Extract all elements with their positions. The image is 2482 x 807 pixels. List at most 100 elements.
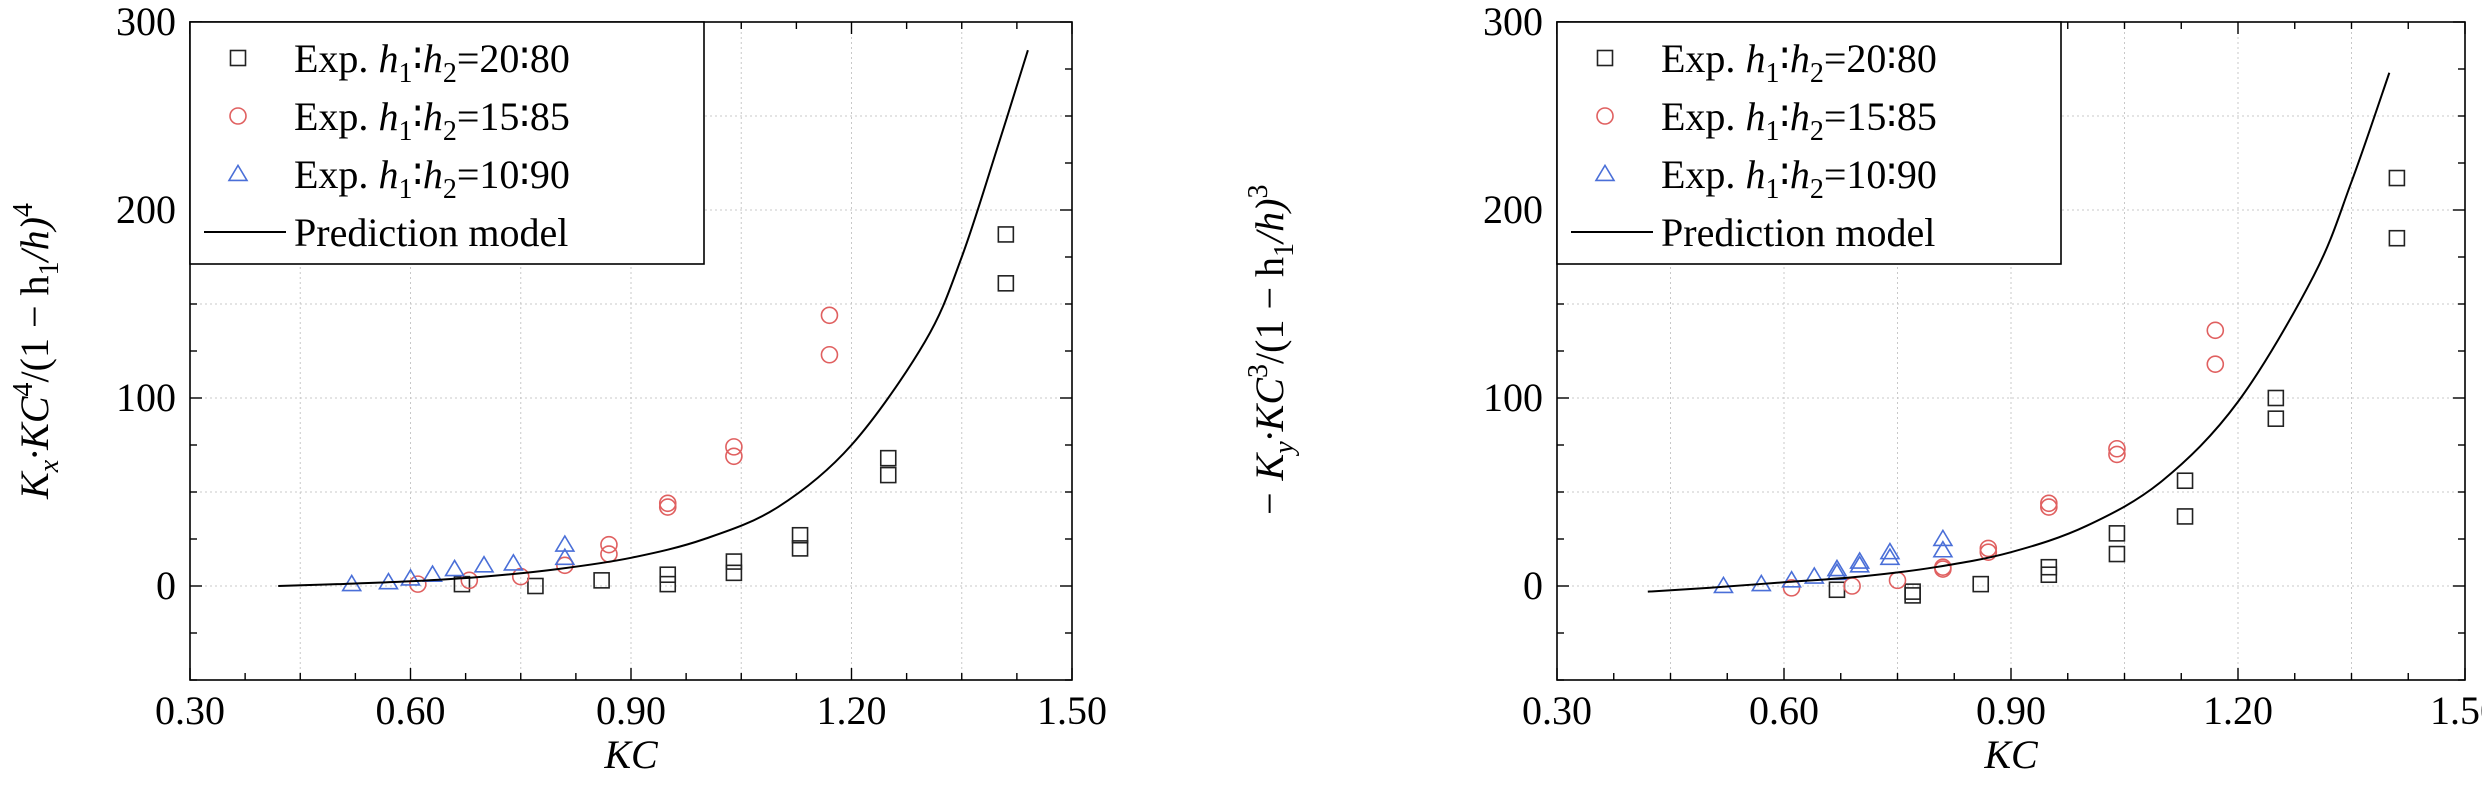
- y-axis-label-part: /h): [1247, 199, 1292, 245]
- y-axis-label-part: 4: [8, 203, 39, 217]
- legend-label: Exp. h1∶h2=15∶85: [294, 94, 570, 147]
- legend-subscript: 1: [398, 174, 412, 205]
- y-axis-label-part: 1: [34, 261, 65, 275]
- data-point-circle: [2206, 321, 2225, 340]
- data-point-triangle: [1849, 555, 1871, 573]
- data-point-circle: [658, 494, 677, 513]
- legend-text: h: [378, 36, 398, 81]
- data-point-circle: [1979, 543, 1998, 561]
- legend-text: ∶: [1779, 36, 1789, 81]
- x-axis-label: KC: [1983, 732, 2039, 777]
- legend-label: Exp. h1∶h2=20∶80: [1661, 36, 1937, 89]
- y-tick-label: 0: [1523, 563, 1543, 608]
- x-tick-label: 0.90: [1976, 688, 2046, 733]
- y-axis-label-part: x: [34, 459, 65, 473]
- data-point-triangle: [1826, 558, 1848, 577]
- y-axis-label-part: 3: [1243, 364, 1274, 378]
- data-point-square: [2108, 525, 2126, 542]
- legend-subscript: 2: [1810, 116, 1824, 147]
- legend-text: Exp.: [1661, 152, 1745, 197]
- y-axis-label-part: − K: [1247, 451, 1292, 517]
- data-point-square: [1828, 581, 1846, 599]
- x-tick-label: 0.60: [1749, 688, 1819, 733]
- data-point-square: [791, 540, 809, 557]
- y-tick-label: 300: [1483, 0, 1543, 44]
- data-point-triangle: [1932, 540, 1954, 558]
- data-point-triangle: [400, 568, 421, 586]
- data-point-circle: [2108, 445, 2126, 464]
- y-axis-label-part: ·KC: [12, 395, 57, 460]
- legend-label: Exp. h1∶h2=10∶90: [294, 152, 570, 205]
- chart-panel-left: 0.30 0.60 0.90 1.20 1.50 0 100 200 300 KC Kx·KC4/(…: [8, 0, 1107, 777]
- data-point-triangle: [554, 547, 576, 566]
- y-axis-label-part: 4: [8, 382, 39, 396]
- prediction-model-line: [1647, 72, 2391, 593]
- y-tick-label: 300: [116, 0, 176, 44]
- legend-text: ∶: [412, 152, 422, 197]
- prediction-model-line: [278, 49, 1029, 587]
- data-point-square: [2388, 229, 2406, 247]
- data-point-square: [997, 226, 1015, 243]
- legend-box: [189, 21, 705, 265]
- data-point-square: [879, 466, 897, 484]
- legend-marker-triangle: [1594, 163, 1616, 182]
- y-tick-label: 200: [1483, 187, 1543, 232]
- legend-text: ∶: [1779, 94, 1789, 139]
- data-point-circle: [658, 498, 677, 516]
- legend-text: =15∶85: [457, 94, 570, 139]
- y-axis-label-part: ·KC: [1247, 377, 1292, 442]
- data-point-circle: [1782, 579, 1801, 597]
- data-point-triangle: [502, 553, 524, 571]
- legend-box: [1556, 21, 2062, 265]
- data-point-square: [2267, 389, 2285, 407]
- y-axis-label-part: 1: [1269, 243, 1300, 257]
- legend-text: h: [1745, 36, 1765, 81]
- data-point-circle: [2040, 498, 2058, 516]
- data-point-circle: [1979, 539, 1998, 558]
- data-point-circle: [556, 556, 574, 575]
- legend-marker-square: [229, 49, 247, 67]
- legend-text: h: [1745, 152, 1765, 197]
- legend-text: h: [1790, 36, 1810, 81]
- x-tick-label: 1.20: [2203, 688, 2273, 733]
- legend-text: ∶: [412, 36, 422, 81]
- legend-label: Prediction model: [294, 210, 568, 255]
- x-tick-label: 0.90: [596, 688, 666, 733]
- legend-marker-circle: [1596, 107, 1614, 125]
- legend-marker-square: [1596, 49, 1614, 67]
- data-point-square: [527, 577, 544, 595]
- series-circle: [409, 306, 839, 593]
- data-point-triangle: [1781, 570, 1802, 588]
- legend-text: h: [1745, 94, 1765, 139]
- legend-label: Exp. h1∶h2=10∶90: [1661, 152, 1937, 205]
- data-point-circle: [460, 571, 479, 590]
- data-point-circle: [409, 575, 427, 593]
- legend-text: h: [1790, 152, 1810, 197]
- legend-subscript: 1: [1765, 116, 1779, 147]
- data-point-square: [659, 566, 677, 584]
- legend-label: Prediction model: [1661, 210, 1935, 255]
- legend-text: h: [423, 152, 443, 197]
- legend-text: h: [1790, 94, 1810, 139]
- data-point-square: [879, 449, 897, 467]
- data-point-circle: [820, 345, 839, 364]
- data-point-square: [2176, 472, 2194, 490]
- legend-text: ∶: [1779, 152, 1789, 197]
- data-point-triangle: [422, 564, 443, 582]
- data-point-square: [2267, 410, 2285, 427]
- data-point-triangle: [1713, 575, 1734, 594]
- x-tick-label: 1.50: [1037, 688, 1107, 733]
- y-axis-label-part: y: [1269, 441, 1300, 457]
- x-tick-label: 0.60: [376, 688, 446, 733]
- data-point-circle: [600, 545, 618, 563]
- data-point-square: [2176, 508, 2194, 525]
- data-point-circle: [725, 438, 743, 456]
- legend-text: Exp.: [1661, 36, 1745, 81]
- legend-text: ∶: [412, 94, 422, 139]
- data-point-square: [2040, 558, 2058, 576]
- data-point-triangle: [1879, 541, 1901, 560]
